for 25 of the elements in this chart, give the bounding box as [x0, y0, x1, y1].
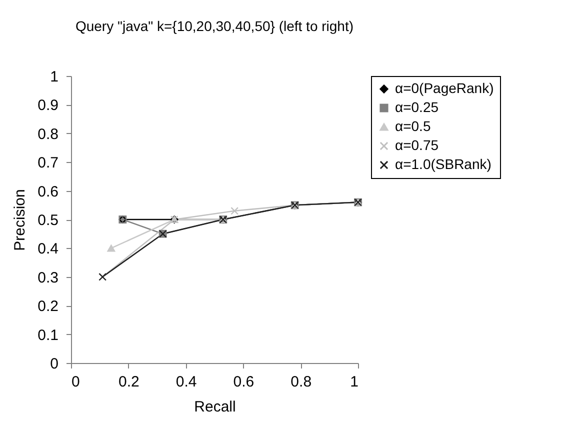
y-tick-label: 0.8	[38, 126, 58, 143]
y-tick-label: 0.7	[38, 154, 58, 172]
y-tick-label: 0.3	[38, 269, 58, 286]
x-tick-label: 0.6	[233, 374, 254, 390]
y-tick-label: 0.6	[38, 183, 58, 200]
y-tick-label: 0.2	[38, 298, 58, 316]
legend-label: α=0.5	[395, 118, 431, 134]
x-tick-label: 0	[72, 374, 80, 390]
legend-label: α=0(PageRank)	[395, 80, 494, 96]
x-axis-title: Recall	[194, 398, 236, 416]
y-tick-label: 0.9	[38, 97, 58, 114]
x-tick-label: 1	[350, 374, 358, 390]
legend-label: α=0.75	[395, 137, 439, 153]
chart-title: Query "java" k={10,20,30,40,50} (left to right)	[75, 18, 354, 34]
legend-label: α=0.25	[395, 99, 439, 115]
x-tick-label: 0.2	[118, 374, 140, 390]
y-tick-label: 0	[50, 356, 58, 372]
y-tick-label: 1	[50, 68, 58, 86]
y-tick-label: 0.4	[38, 240, 58, 258]
x-tick-label: 0.4	[176, 374, 197, 390]
x-tick-label: 0.8	[290, 374, 312, 390]
y-tick-label: 0.5	[38, 212, 58, 229]
y-axis-title: Precision	[12, 189, 29, 251]
y-tick-label: 0.1	[38, 326, 58, 344]
legend-label: α=1.0(SBRank)	[395, 156, 492, 172]
